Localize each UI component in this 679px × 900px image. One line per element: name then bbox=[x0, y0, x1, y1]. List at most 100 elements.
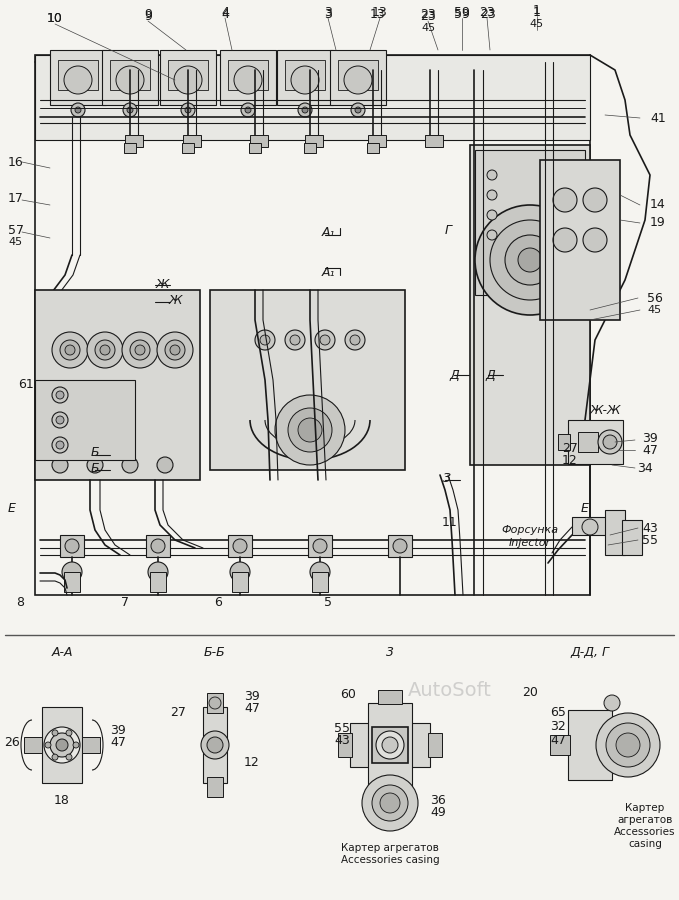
Text: 47: 47 bbox=[642, 444, 658, 456]
Text: 49: 49 bbox=[430, 806, 446, 818]
Bar bbox=[168, 60, 208, 90]
Circle shape bbox=[604, 695, 620, 711]
Circle shape bbox=[135, 345, 145, 355]
Text: 36: 36 bbox=[430, 794, 446, 806]
Circle shape bbox=[148, 562, 168, 582]
Circle shape bbox=[44, 727, 80, 763]
Text: 60: 60 bbox=[340, 688, 356, 701]
Text: 7: 7 bbox=[121, 597, 129, 609]
Circle shape bbox=[56, 391, 64, 399]
Text: E: E bbox=[581, 501, 589, 515]
Bar bbox=[220, 50, 276, 105]
Circle shape bbox=[151, 539, 165, 553]
Circle shape bbox=[351, 103, 365, 117]
Bar bbox=[378, 690, 402, 704]
Circle shape bbox=[122, 457, 138, 473]
Text: 5: 5 bbox=[324, 597, 332, 609]
Bar bbox=[102, 50, 158, 105]
Text: Injector: Injector bbox=[509, 538, 551, 548]
Circle shape bbox=[290, 335, 300, 345]
Bar bbox=[183, 135, 201, 147]
Circle shape bbox=[344, 66, 372, 94]
Circle shape bbox=[487, 170, 497, 180]
Circle shape bbox=[181, 103, 195, 117]
Text: 23: 23 bbox=[480, 7, 496, 21]
Text: 10: 10 bbox=[47, 12, 63, 24]
Text: 27: 27 bbox=[562, 442, 578, 454]
Circle shape bbox=[157, 457, 173, 473]
Bar bbox=[470, 145, 590, 465]
Bar bbox=[338, 60, 378, 90]
Bar bbox=[285, 60, 325, 90]
Bar bbox=[146, 535, 170, 557]
Circle shape bbox=[130, 340, 150, 360]
Text: 18: 18 bbox=[54, 794, 70, 806]
Bar bbox=[330, 50, 386, 105]
Bar bbox=[350, 723, 430, 767]
Circle shape bbox=[56, 416, 64, 424]
Bar bbox=[232, 572, 248, 592]
Circle shape bbox=[350, 335, 360, 345]
Text: 55: 55 bbox=[642, 534, 658, 546]
Text: 8: 8 bbox=[16, 597, 24, 609]
Bar bbox=[605, 510, 625, 555]
Bar bbox=[308, 535, 332, 557]
Bar bbox=[50, 50, 106, 105]
Circle shape bbox=[71, 103, 85, 117]
Text: 39: 39 bbox=[244, 689, 260, 703]
Text: 3: 3 bbox=[324, 7, 332, 21]
Circle shape bbox=[87, 457, 103, 473]
Circle shape bbox=[165, 340, 185, 360]
Circle shape bbox=[285, 330, 305, 350]
Text: 39: 39 bbox=[642, 431, 658, 445]
Bar bbox=[368, 135, 386, 147]
Circle shape bbox=[298, 418, 322, 442]
Circle shape bbox=[185, 107, 191, 113]
Circle shape bbox=[234, 66, 262, 94]
Text: А₁: А₁ bbox=[321, 226, 335, 239]
Circle shape bbox=[123, 103, 137, 117]
Circle shape bbox=[87, 332, 123, 368]
Text: 17: 17 bbox=[8, 192, 24, 204]
Circle shape bbox=[127, 107, 133, 113]
Bar bbox=[35, 290, 200, 480]
Circle shape bbox=[157, 332, 193, 368]
Circle shape bbox=[65, 539, 79, 553]
Bar bbox=[372, 727, 408, 763]
Text: 23: 23 bbox=[420, 8, 436, 22]
Circle shape bbox=[75, 107, 81, 113]
Circle shape bbox=[310, 562, 330, 582]
Bar bbox=[24, 737, 42, 753]
Circle shape bbox=[62, 562, 82, 582]
Circle shape bbox=[372, 785, 408, 821]
Text: Ж: Ж bbox=[155, 278, 169, 292]
Bar bbox=[42, 707, 82, 783]
Text: 20: 20 bbox=[522, 687, 538, 699]
Circle shape bbox=[52, 730, 58, 736]
Circle shape bbox=[583, 188, 607, 212]
Circle shape bbox=[52, 412, 68, 428]
Circle shape bbox=[230, 562, 250, 582]
Circle shape bbox=[598, 430, 622, 454]
Bar bbox=[82, 737, 100, 753]
Text: Б: Б bbox=[91, 446, 99, 460]
Bar bbox=[249, 143, 261, 153]
Text: Картер: Картер bbox=[625, 803, 665, 813]
Circle shape bbox=[52, 387, 68, 403]
Text: 32: 32 bbox=[550, 719, 566, 733]
Text: 3: 3 bbox=[386, 645, 394, 659]
Circle shape bbox=[66, 754, 72, 760]
Text: Д: Д bbox=[485, 368, 495, 382]
Circle shape bbox=[563, 190, 573, 200]
Circle shape bbox=[475, 205, 585, 315]
Text: Б-Б: Б-Б bbox=[204, 645, 226, 659]
Circle shape bbox=[95, 340, 115, 360]
Text: 47: 47 bbox=[110, 735, 126, 749]
Circle shape bbox=[52, 754, 58, 760]
Circle shape bbox=[393, 539, 407, 553]
Text: З: З bbox=[443, 472, 451, 484]
Text: 45: 45 bbox=[530, 19, 544, 29]
Bar bbox=[475, 150, 585, 295]
Bar bbox=[150, 572, 166, 592]
Bar bbox=[568, 710, 612, 780]
